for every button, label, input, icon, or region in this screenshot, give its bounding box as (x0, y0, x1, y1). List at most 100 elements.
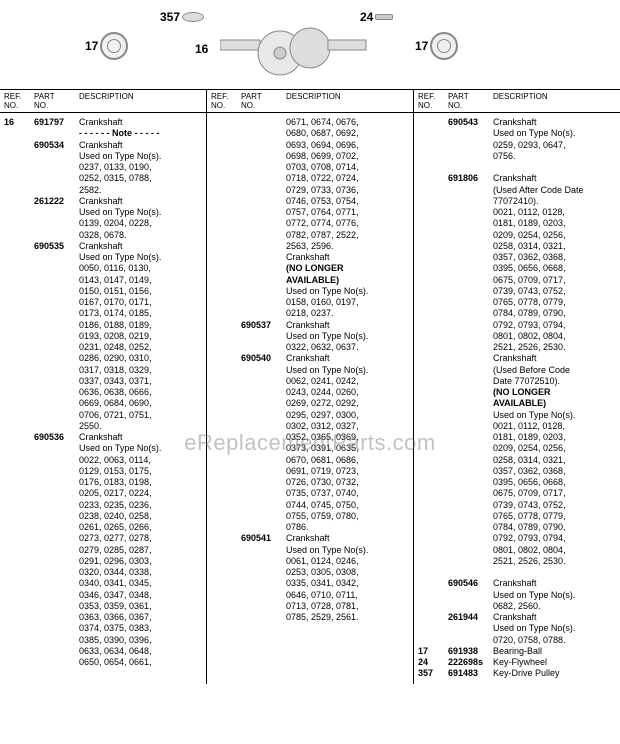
part-no: 690535 (34, 241, 79, 252)
table-row: 0237, 0133, 0190, (4, 162, 202, 173)
table-row: 0320, 0344, 0338, (4, 567, 202, 578)
crankshaft-icon (220, 18, 370, 78)
hdr-part: PART NO. (34, 92, 79, 110)
table-row: 0209, 0254, 0256, (418, 230, 616, 241)
table-row: 690540Crankshaft (211, 353, 409, 364)
hdr-part: PART NO. (448, 92, 493, 110)
description: Crankshaft (79, 432, 202, 443)
table-row: 0786. (211, 522, 409, 533)
description: Crankshaft (79, 117, 202, 128)
table-row: 0346, 0347, 0348, (4, 590, 202, 601)
table-row: 0139, 0204, 0228, (4, 218, 202, 229)
hdr-ref: REF. NO. (4, 92, 34, 110)
table-row: 0675, 0709, 0717, (418, 275, 616, 286)
part-no: 691797 (34, 117, 79, 128)
table-row: 0703, 0708, 0714, (211, 162, 409, 173)
table-row: 0261, 0265, 0266, (4, 522, 202, 533)
part-no: 691938 (448, 646, 493, 657)
table-row (418, 567, 616, 578)
col1-header: REF. NO. PART NO. DESCRIPTION (0, 90, 206, 113)
description: Crankshaft (493, 612, 616, 623)
table-row: 17691938Bearing-Ball (418, 646, 616, 657)
table-row: 0231, 0248, 0252, (4, 342, 202, 353)
table-row: 0243, 0244, 0260, (211, 387, 409, 398)
table-row: 2550. (4, 421, 202, 432)
table-row: 0755, 0759, 0780, (211, 511, 409, 522)
table-row: Used on Type No(s). (4, 207, 202, 218)
hdr-part: PART NO. (241, 92, 286, 110)
table-row: 0706, 0721, 0751, (4, 410, 202, 421)
table-row: Used on Type No(s). (211, 365, 409, 376)
table-row: Crankshaft (418, 353, 616, 364)
table-row: 0785, 2529, 2561. (211, 612, 409, 623)
table-row: 0385, 0390, 0396, (4, 635, 202, 646)
table-row: 0633, 0634, 0648, (4, 646, 202, 657)
table-row: 0395, 0656, 0668, (418, 477, 616, 488)
table-row: 691806Crankshaft (418, 173, 616, 184)
table-row: 0205, 0217, 0224, (4, 488, 202, 499)
part-no: 690546 (448, 578, 493, 589)
table-row: 2521, 2526, 2530. (418, 556, 616, 567)
table-row: 0670, 0681, 0686, (211, 455, 409, 466)
table-row: 0252, 0315, 0788, (4, 173, 202, 184)
label-17-left: 17 (85, 32, 128, 60)
table-row: 0669, 0684, 0690, (4, 398, 202, 409)
table-row: Used on Type No(s). (211, 331, 409, 342)
table-row: 0143, 0147, 0149, (4, 275, 202, 286)
table-row: 0173, 0174, 0185, (4, 308, 202, 319)
table-row: 0061, 0124, 0246, (211, 556, 409, 567)
table-row: Date 77072510). (418, 376, 616, 387)
table-row: 0646, 0710, 0711, (211, 590, 409, 601)
hdr-ref: REF. NO. (211, 92, 241, 110)
table-row: 0739, 0743, 0752, (418, 500, 616, 511)
table-row (418, 162, 616, 173)
pulley-key-icon (182, 12, 204, 22)
table-row: 0279, 0285, 0287, (4, 545, 202, 556)
table-row: 0021, 0112, 0128, (418, 421, 616, 432)
col3-body: 690543CrankshaftUsed on Type No(s).0259,… (414, 113, 620, 684)
hdr-desc: DESCRIPTION (79, 92, 202, 110)
table-row: 0675, 0709, 0717, (418, 488, 616, 499)
table-row: 0357, 0362, 0368, (418, 466, 616, 477)
table-row: AVAILABLE) (418, 398, 616, 409)
table-row: 0650, 0654, 0661, (4, 657, 202, 668)
table-row: 0713, 0728, 0781, (211, 601, 409, 612)
diagram-area: 357 24 17 17 16 (0, 0, 620, 90)
table-row: 0363, 0366, 0367, (4, 612, 202, 623)
table-row: 0691, 0719, 0723, (211, 466, 409, 477)
label-357: 357 (160, 10, 204, 24)
label-17a-num: 17 (85, 39, 98, 53)
description: Crankshaft (286, 252, 409, 263)
table-row: Used on Type No(s). (418, 623, 616, 634)
table-row: 690536Crankshaft (4, 432, 202, 443)
table-row: Crankshaft (211, 252, 409, 263)
table-row: 0258, 0314, 0321, (418, 241, 616, 252)
part-no: 690534 (34, 140, 79, 151)
table-row: AVAILABLE) (211, 275, 409, 286)
table-row: 261944Crankshaft (418, 612, 616, 623)
table-row: 24222698sKey-Flywheel (418, 657, 616, 668)
part-no: 691806 (448, 173, 493, 184)
table-row: 0682, 2560. (418, 601, 616, 612)
description: Bearing-Ball (493, 646, 616, 657)
hdr-ref: REF. NO. (418, 92, 448, 110)
table-row: 0259, 0293, 0647, (418, 140, 616, 151)
ref-no: 24 (418, 657, 448, 668)
table-row: 0186, 0188, 0189, (4, 320, 202, 331)
table-row: Used on Type No(s). (4, 151, 202, 162)
table-row: 0353, 0359, 0361, (4, 601, 202, 612)
bearing-right-icon (430, 32, 458, 60)
description: Crankshaft (493, 578, 616, 589)
table-row: 0735, 0737, 0740, (211, 488, 409, 499)
table-row: 0167, 0170, 0171, (4, 297, 202, 308)
table-row: 0158, 0160, 0197, (211, 297, 409, 308)
table-row: Used on Type No(s). (418, 590, 616, 601)
table-row: (Used After Code Date (418, 185, 616, 196)
table-row: 357691483Key-Drive Pulley (418, 668, 616, 679)
table-row: 0317, 0318, 0329, (4, 365, 202, 376)
table-row: Used on Type No(s). (211, 286, 409, 297)
table-row: 0352, 0365, 0369, (211, 432, 409, 443)
part-no: 691483 (448, 668, 493, 679)
table-row: 0746, 0753, 0754, (211, 196, 409, 207)
table-row: (NO LONGER (211, 263, 409, 274)
